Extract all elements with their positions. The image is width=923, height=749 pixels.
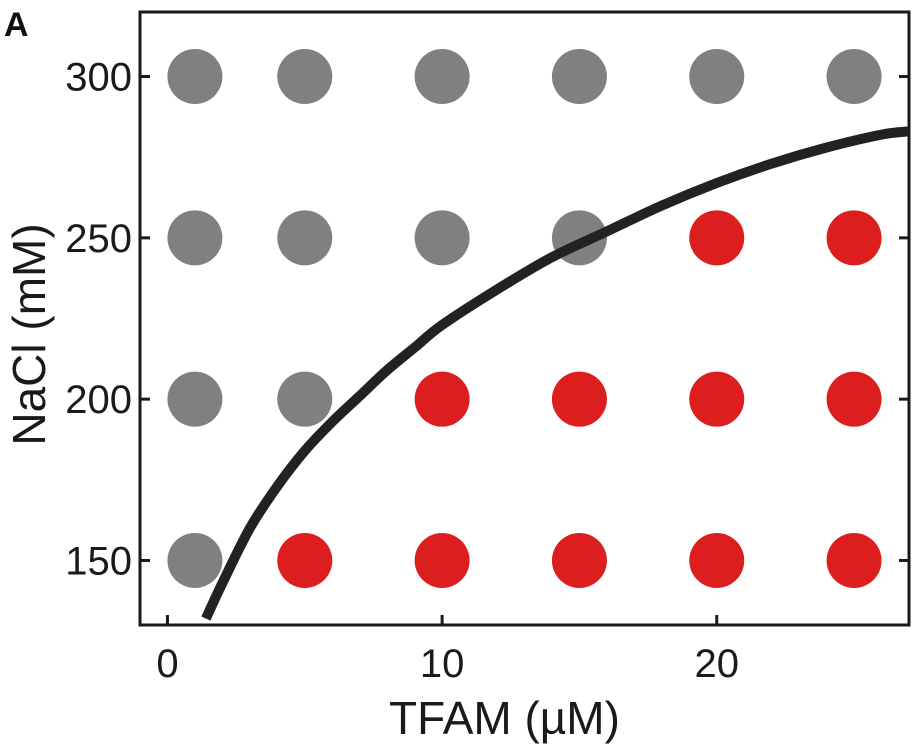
- red-point: [414, 532, 470, 588]
- red-point: [826, 532, 882, 588]
- red-point: [826, 210, 882, 266]
- y-tick-label: 250: [65, 217, 132, 261]
- x-tick-label: 20: [695, 642, 740, 686]
- gray-point: [689, 49, 745, 105]
- red-point: [689, 371, 745, 427]
- gray-point: [167, 371, 223, 427]
- gray-point: [414, 49, 470, 105]
- gray-point: [167, 210, 223, 266]
- y-tick-label: 150: [65, 539, 132, 583]
- red-point: [414, 371, 470, 427]
- red-point: [551, 532, 607, 588]
- red-point: [689, 532, 745, 588]
- y-tick-label: 300: [65, 56, 132, 100]
- y-tick-label: 200: [65, 378, 132, 422]
- boundary-curve: [201, 126, 909, 621]
- gray-point: [551, 49, 607, 105]
- gray-point: [277, 49, 333, 105]
- plot-area: [138, 10, 911, 627]
- gray-point: [826, 49, 882, 105]
- axes-frame: [138, 10, 911, 627]
- gray-point: [167, 532, 223, 588]
- red-point: [826, 371, 882, 427]
- x-tick-label: 0: [156, 642, 178, 686]
- red-point: [551, 371, 607, 427]
- gray-point: [167, 49, 223, 105]
- gray-point: [277, 210, 333, 266]
- gray-point: [414, 210, 470, 266]
- x-axis-label: TFAM (µM): [389, 692, 620, 744]
- gray-point: [277, 371, 333, 427]
- panel-label: A: [4, 6, 29, 44]
- red-point: [277, 532, 333, 588]
- y-axis-label: NaCl (mM): [3, 223, 55, 445]
- red-point: [689, 210, 745, 266]
- axis-ticks: 0 10 20 150 200 250 300: [65, 56, 909, 686]
- x-tick-label: 10: [420, 642, 465, 686]
